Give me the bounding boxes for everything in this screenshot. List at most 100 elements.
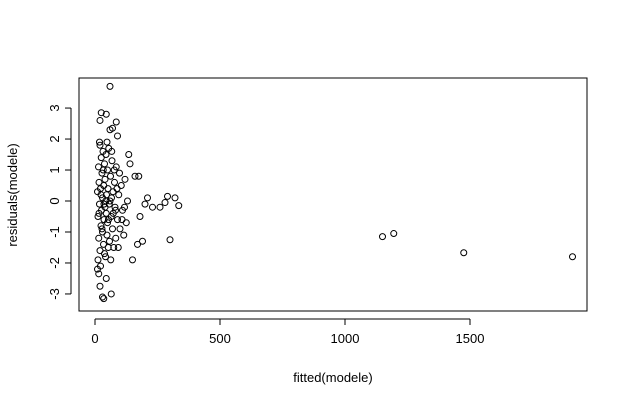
point	[112, 118, 120, 126]
point	[95, 270, 103, 278]
point	[95, 209, 103, 217]
point	[112, 206, 119, 214]
point	[103, 138, 111, 146]
point	[102, 253, 109, 261]
point	[96, 200, 103, 208]
point	[149, 203, 156, 211]
point	[111, 178, 118, 186]
point	[114, 216, 121, 224]
point	[101, 160, 108, 168]
point	[97, 191, 105, 199]
point	[94, 212, 102, 220]
point	[95, 178, 103, 186]
point	[116, 225, 124, 233]
point	[139, 237, 146, 245]
y-axis-label: residuals(modele)	[5, 143, 20, 246]
point	[106, 237, 113, 245]
point	[135, 172, 143, 180]
point	[102, 209, 110, 217]
point	[104, 219, 111, 227]
point	[101, 250, 108, 258]
point	[107, 290, 115, 298]
point	[164, 192, 171, 200]
point	[94, 256, 102, 264]
point	[171, 194, 179, 202]
point	[116, 169, 123, 177]
point	[102, 274, 110, 282]
point	[115, 191, 123, 199]
point	[121, 203, 128, 211]
point	[124, 197, 131, 205]
point	[105, 216, 112, 224]
point	[95, 163, 102, 171]
y-tick-label: 0	[47, 197, 62, 204]
point	[108, 157, 116, 165]
point	[121, 175, 129, 183]
point	[111, 203, 119, 211]
point	[97, 109, 105, 117]
y-tick-label: -3	[47, 288, 62, 300]
point	[104, 185, 112, 193]
point	[108, 147, 116, 155]
point	[102, 110, 110, 118]
x-tick-label: 0	[91, 331, 98, 346]
point	[97, 262, 104, 270]
x-tick-label: 1500	[456, 331, 485, 346]
point	[117, 182, 125, 190]
point	[107, 172, 114, 180]
point	[98, 169, 106, 177]
y-tick-label: -2	[47, 257, 62, 269]
point	[129, 256, 136, 264]
point	[156, 203, 164, 211]
point	[118, 216, 126, 224]
point	[110, 166, 118, 174]
point	[569, 253, 576, 261]
point	[141, 200, 149, 208]
point	[175, 202, 183, 210]
y-tick-label: 1	[47, 166, 62, 173]
point	[100, 295, 108, 303]
x-tick-label: 500	[209, 331, 231, 346]
point	[108, 194, 115, 202]
point	[107, 256, 115, 264]
point	[122, 219, 130, 227]
point	[100, 240, 107, 248]
point	[102, 151, 110, 159]
point	[113, 185, 121, 193]
point	[166, 236, 174, 244]
point	[390, 230, 398, 238]
point	[104, 243, 112, 251]
point	[136, 212, 144, 220]
y-tick-label: 3	[47, 104, 62, 111]
point	[100, 200, 108, 208]
point	[101, 175, 109, 183]
point	[99, 293, 106, 301]
point	[120, 231, 128, 239]
x-axis-label: fitted(modele)	[293, 370, 372, 385]
point	[126, 160, 134, 168]
point	[98, 225, 106, 233]
point	[105, 200, 113, 208]
point	[125, 151, 133, 159]
point	[96, 141, 104, 149]
point	[161, 199, 169, 207]
point	[103, 231, 111, 239]
point	[112, 234, 120, 242]
point	[95, 234, 103, 242]
point	[109, 225, 116, 233]
point	[379, 233, 386, 241]
point	[96, 282, 104, 290]
point	[131, 172, 139, 180]
point	[144, 194, 151, 202]
point	[109, 188, 117, 196]
point	[106, 82, 114, 90]
point	[96, 138, 103, 146]
y-tick-label: -1	[47, 226, 62, 238]
point	[104, 166, 111, 174]
y-tick-label: 2	[47, 135, 62, 142]
point	[97, 222, 105, 230]
point	[106, 126, 114, 134]
point	[99, 166, 107, 174]
point	[97, 154, 105, 162]
